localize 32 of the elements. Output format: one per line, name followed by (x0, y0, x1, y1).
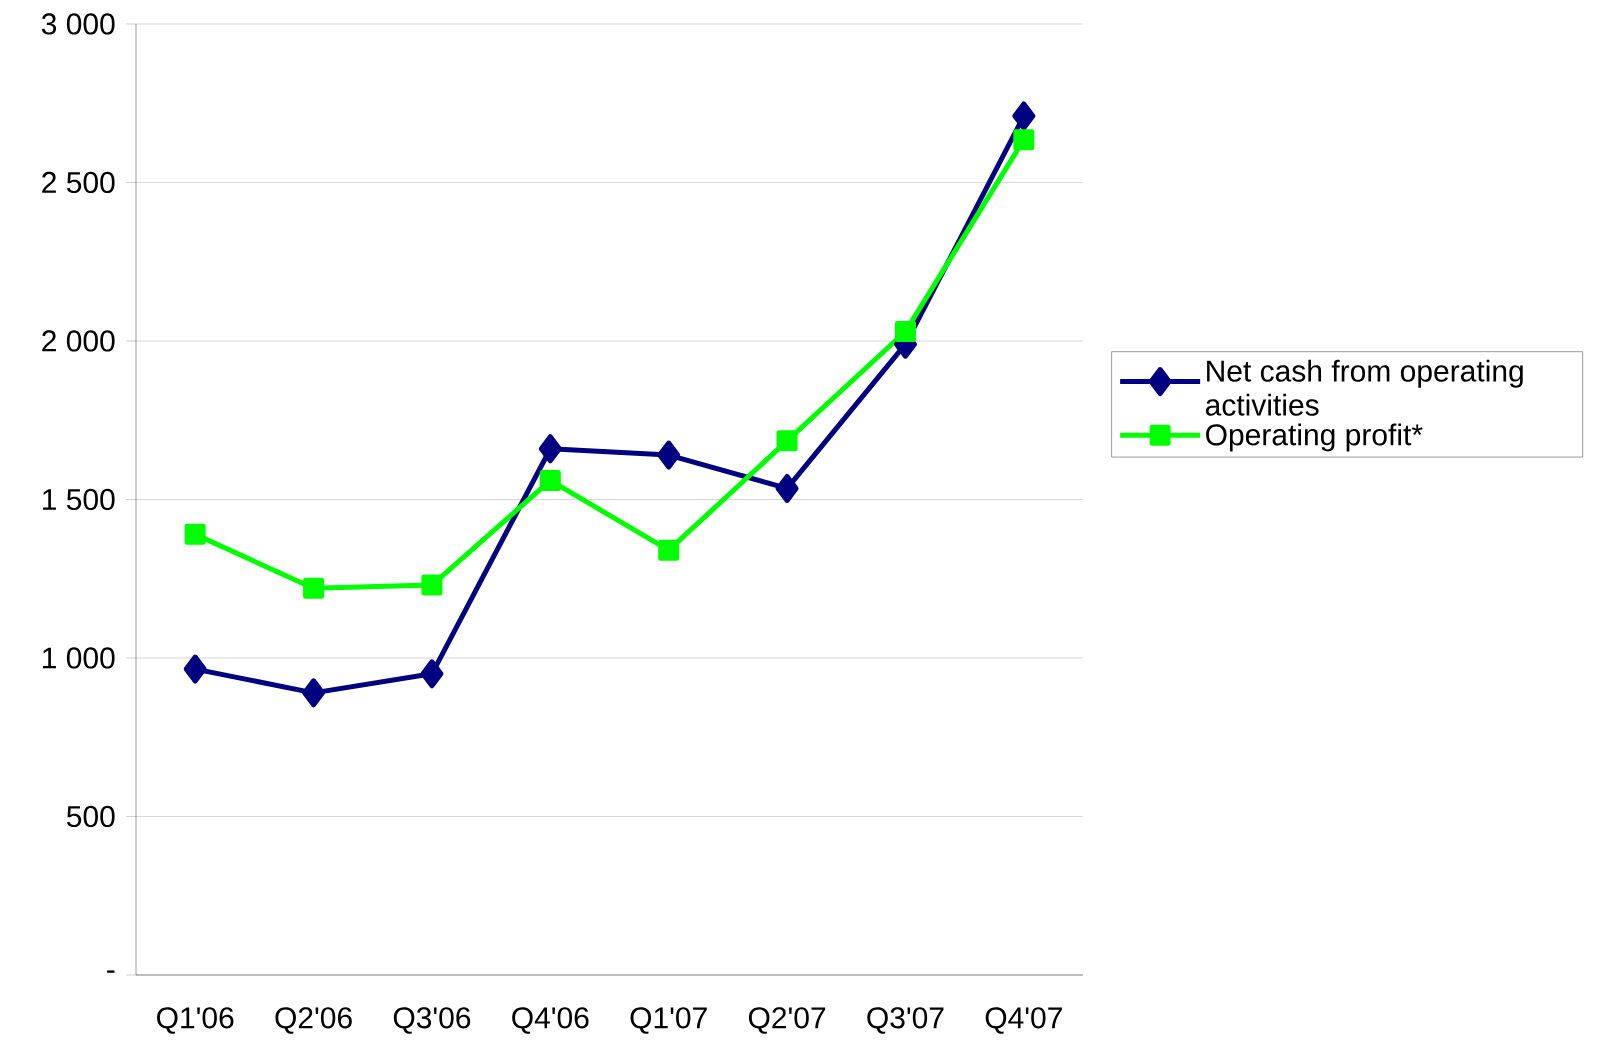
x-tick-label: Q4'06 (512, 1007, 589, 1034)
legend-label: Operating profit* (1206, 423, 1423, 452)
x-tick-label: Q4'07 (985, 1007, 1062, 1034)
legend-label: Net cash from operating activities (1205, 359, 1523, 416)
point (302, 678, 326, 708)
point (775, 473, 799, 503)
point (184, 523, 206, 545)
point (1012, 101, 1036, 131)
y-tick-label: 1 500 (43, 488, 115, 511)
y-tick-label: 2 500 (42, 171, 115, 194)
point (894, 320, 916, 342)
x-tick-label: Q1'07 (630, 1007, 707, 1034)
point (183, 654, 207, 684)
x-tick-label: Q2'07 (748, 1007, 826, 1034)
point (658, 539, 680, 561)
point (538, 434, 562, 464)
y-tick-label: 3 000 (41, 13, 115, 35)
point (776, 430, 798, 452)
point (539, 469, 561, 491)
y-tick-label: - (107, 970, 115, 973)
x-tick-label: Q1'06 (157, 1007, 234, 1034)
point (657, 440, 681, 470)
point (1013, 129, 1035, 151)
x-tick-label: Q2'06 (275, 1007, 352, 1034)
point (303, 577, 325, 599)
y-tick-label: 500 (66, 805, 115, 828)
point (420, 659, 444, 689)
point (421, 574, 443, 596)
y-tick-label: 2 000 (42, 330, 115, 352)
y-tick-label: 1 000 (43, 647, 115, 669)
x-tick-label: Q3'07 (867, 1007, 944, 1034)
x-tick-label: Q3'06 (393, 1007, 471, 1034)
